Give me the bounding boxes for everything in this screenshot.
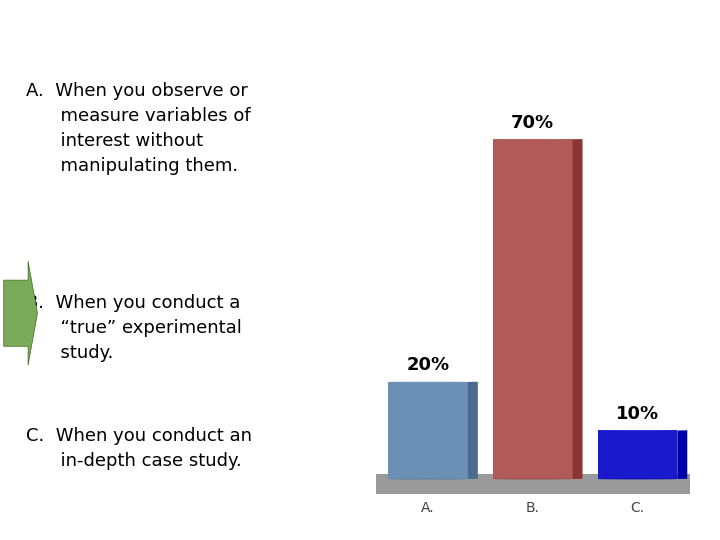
FancyBboxPatch shape — [493, 139, 572, 479]
Text: C.  When you conduct an
      in-depth case study.: C. When you conduct an in-depth case stu… — [26, 427, 252, 470]
Polygon shape — [678, 430, 688, 479]
Text: C.: C. — [631, 501, 644, 515]
Text: 70%: 70% — [511, 113, 554, 132]
Text: 20%: 20% — [407, 356, 449, 374]
Text: A.  When you observe or
      measure variables of
      interest without
      : A. When you observe or measure variables… — [26, 82, 251, 174]
Polygon shape — [468, 382, 478, 479]
Text: When can you determine causality?: When can you determine causality? — [22, 27, 469, 47]
Text: 10%: 10% — [616, 405, 659, 423]
Ellipse shape — [598, 430, 678, 431]
Polygon shape — [4, 261, 37, 365]
Polygon shape — [572, 139, 582, 479]
FancyBboxPatch shape — [388, 382, 468, 479]
Polygon shape — [376, 474, 690, 494]
Ellipse shape — [388, 478, 468, 480]
Text: A.: A. — [421, 501, 435, 515]
Ellipse shape — [598, 478, 678, 480]
FancyBboxPatch shape — [598, 430, 678, 479]
Text: B.  When you conduct a
      “true” experimental
      study.: B. When you conduct a “true” experimenta… — [26, 294, 242, 362]
Ellipse shape — [493, 478, 572, 480]
Text: B.: B. — [526, 501, 540, 515]
